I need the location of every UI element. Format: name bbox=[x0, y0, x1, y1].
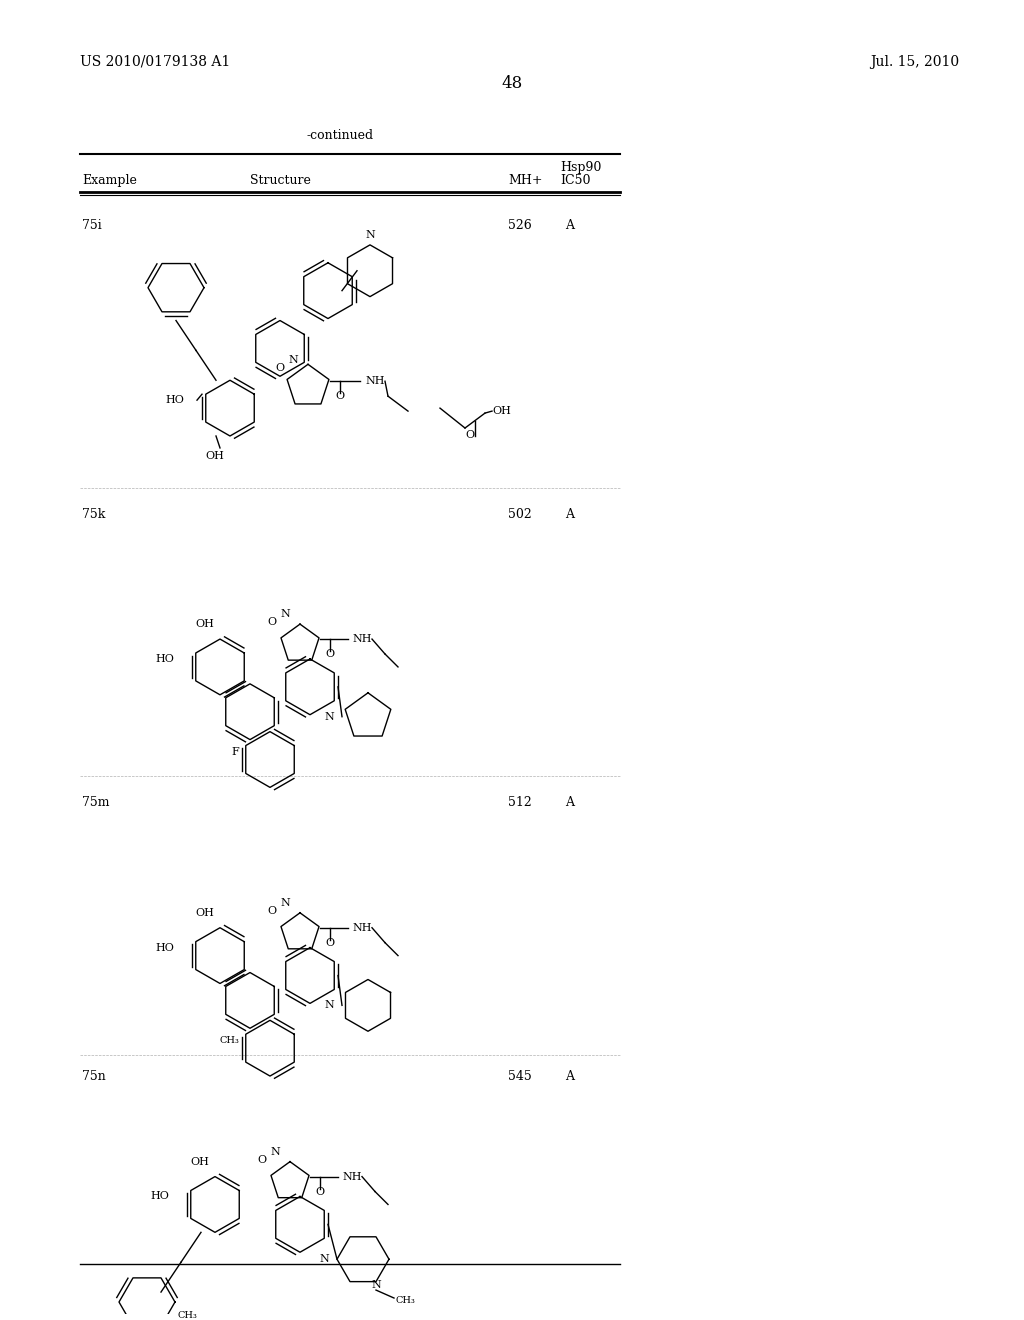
Text: 512: 512 bbox=[508, 796, 531, 809]
Text: N: N bbox=[281, 609, 290, 619]
Text: MH+: MH+ bbox=[508, 174, 543, 187]
Text: 502: 502 bbox=[508, 508, 531, 520]
Text: A: A bbox=[565, 796, 574, 809]
Text: O: O bbox=[466, 430, 474, 440]
Text: NH: NH bbox=[352, 634, 372, 644]
Text: O: O bbox=[326, 649, 335, 659]
Text: 526: 526 bbox=[508, 219, 531, 232]
Text: 75k: 75k bbox=[82, 508, 105, 520]
Text: NH: NH bbox=[365, 376, 384, 387]
Text: -continued: -continued bbox=[306, 129, 374, 143]
Text: 48: 48 bbox=[502, 75, 522, 91]
Text: Example: Example bbox=[82, 174, 137, 187]
Text: HO: HO bbox=[155, 653, 174, 664]
Text: N: N bbox=[281, 898, 290, 908]
Text: HO: HO bbox=[151, 1192, 169, 1201]
Text: CH₃: CH₃ bbox=[396, 1295, 416, 1304]
Text: 75n: 75n bbox=[82, 1071, 105, 1084]
Text: O: O bbox=[326, 937, 335, 948]
Text: OH: OH bbox=[190, 1156, 210, 1167]
Text: HO: HO bbox=[165, 395, 184, 405]
Text: N: N bbox=[288, 355, 298, 366]
Text: A: A bbox=[565, 219, 574, 232]
Text: F: F bbox=[231, 747, 239, 756]
Text: A: A bbox=[565, 508, 574, 520]
Text: N: N bbox=[325, 1001, 334, 1010]
Text: O: O bbox=[267, 906, 276, 916]
Text: 75m: 75m bbox=[82, 796, 110, 809]
Text: HO: HO bbox=[155, 942, 174, 953]
Text: IC50: IC50 bbox=[560, 174, 591, 187]
Text: O: O bbox=[267, 618, 276, 627]
Text: NH: NH bbox=[342, 1172, 361, 1181]
Text: NH: NH bbox=[352, 923, 372, 933]
Text: A: A bbox=[565, 1071, 574, 1084]
Text: O: O bbox=[315, 1187, 325, 1196]
Text: N: N bbox=[270, 1147, 280, 1156]
Text: O: O bbox=[275, 363, 285, 374]
Text: CH₃: CH₃ bbox=[219, 1036, 239, 1044]
Text: OH: OH bbox=[196, 908, 214, 917]
Text: 75i: 75i bbox=[82, 219, 101, 232]
Text: Structure: Structure bbox=[250, 174, 310, 187]
Text: US 2010/0179138 A1: US 2010/0179138 A1 bbox=[80, 54, 230, 69]
Text: 545: 545 bbox=[508, 1071, 531, 1084]
Text: Jul. 15, 2010: Jul. 15, 2010 bbox=[870, 54, 959, 69]
Text: O: O bbox=[336, 391, 344, 401]
Text: O: O bbox=[257, 1155, 266, 1164]
Text: Hsp90: Hsp90 bbox=[560, 161, 601, 174]
Text: N: N bbox=[371, 1280, 381, 1290]
Text: OH: OH bbox=[206, 451, 224, 461]
Text: N: N bbox=[366, 230, 375, 240]
Text: OH: OH bbox=[492, 407, 511, 416]
Text: OH: OH bbox=[196, 619, 214, 630]
Text: CH₃: CH₃ bbox=[178, 1312, 198, 1320]
Text: N: N bbox=[319, 1254, 329, 1265]
Text: N: N bbox=[325, 711, 334, 722]
